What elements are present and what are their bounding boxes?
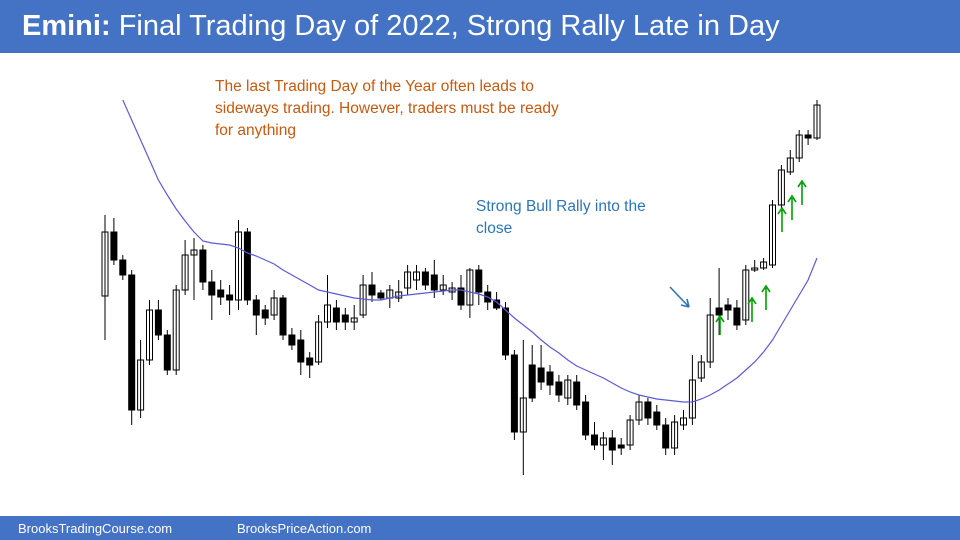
- footer: BrooksTradingCourse.com BrooksPriceAction…: [0, 516, 960, 540]
- annotation: Strong Bull Rally into the close: [476, 198, 646, 237]
- ema-line: [122, 99, 818, 403]
- header: Emini: Final Trading Day of 2022, Strong…: [0, 0, 960, 53]
- title: Final Trading Day of 2022, Strong Rally …: [118, 10, 780, 42]
- arrows: [669, 179, 807, 335]
- blue-arrow: [669, 286, 690, 308]
- title-bold: Emini:: [22, 10, 111, 42]
- footer-link: BrooksPriceAction.com: [237, 521, 372, 536]
- green-arrows: [715, 179, 807, 335]
- footer-link: BrooksTradingCourse.com: [18, 521, 173, 536]
- annotation: The last Trading Day of the Year often l…: [215, 78, 559, 139]
